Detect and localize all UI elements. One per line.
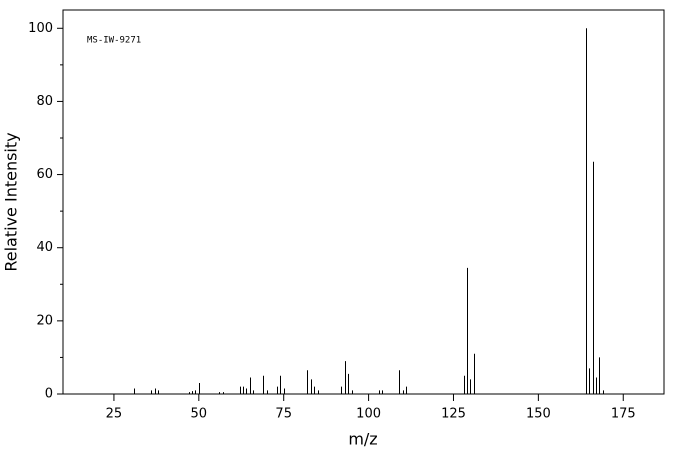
- x-tick-label: 125: [441, 407, 466, 422]
- x-tick-label: 50: [191, 407, 208, 422]
- x-tick-label: 100: [356, 407, 381, 422]
- x-axis-label: m/z: [348, 430, 377, 449]
- x-tick-label: 150: [526, 407, 551, 422]
- y-axis-label: Relative Intensity: [2, 132, 21, 271]
- annotation: MS-IW-9271: [87, 36, 141, 46]
- y-tick-label: 20: [36, 313, 53, 328]
- y-tick-label: 40: [36, 240, 53, 255]
- x-tick-label: 25: [106, 407, 123, 422]
- x-tick-label: 175: [611, 407, 636, 422]
- y-tick-label: 60: [36, 167, 53, 182]
- y-tick-label: 80: [36, 94, 53, 109]
- x-tick-label: 75: [275, 407, 292, 422]
- y-tick-label: 0: [45, 387, 53, 402]
- y-tick-label: 100: [28, 21, 53, 36]
- plot-frame: [62, 9, 665, 395]
